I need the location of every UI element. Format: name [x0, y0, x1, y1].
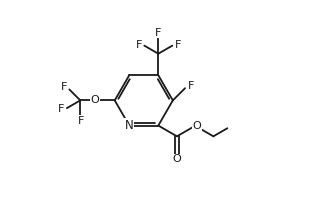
- Text: F: F: [188, 81, 194, 91]
- Text: F: F: [175, 39, 181, 49]
- Text: F: F: [78, 116, 84, 126]
- Text: O: O: [173, 154, 181, 164]
- Text: F: F: [61, 82, 67, 92]
- Text: O: O: [90, 95, 99, 105]
- Text: F: F: [136, 39, 142, 49]
- Text: F: F: [155, 28, 162, 38]
- Text: F: F: [58, 104, 64, 114]
- Text: N: N: [125, 119, 134, 132]
- Text: O: O: [192, 121, 201, 131]
